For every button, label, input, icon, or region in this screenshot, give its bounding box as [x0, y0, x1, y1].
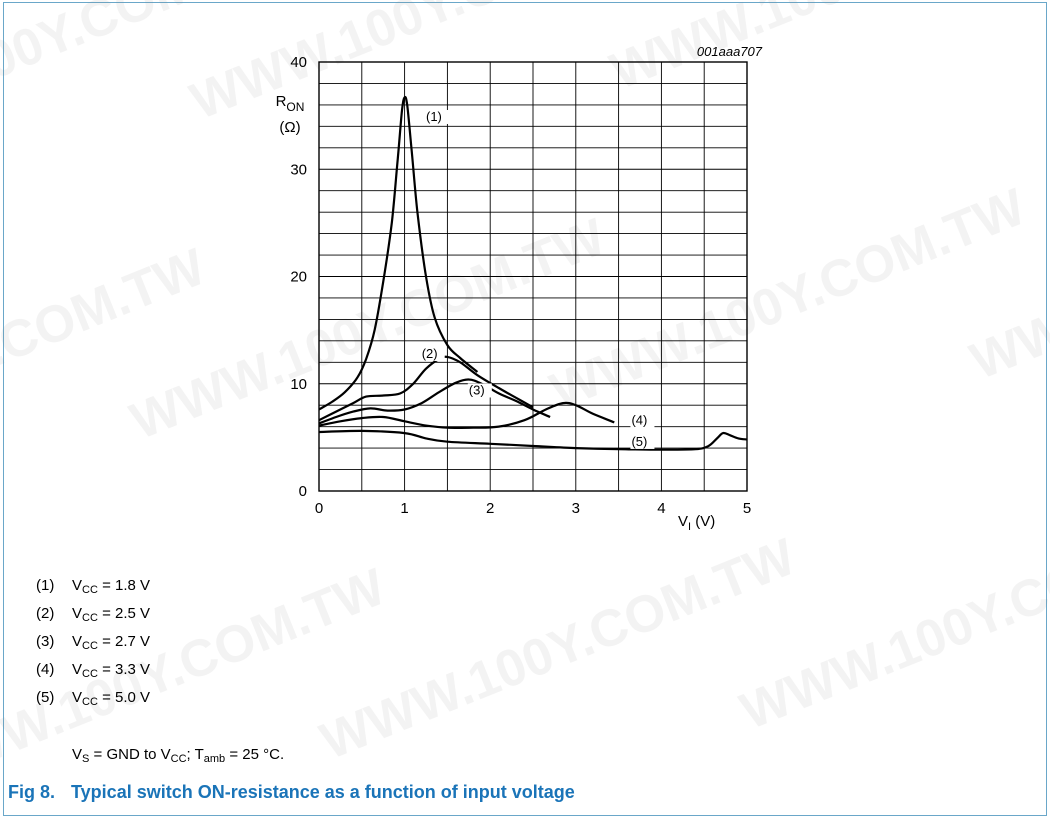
series-line: [318, 378, 551, 425]
y-tick-label: 40: [290, 54, 307, 71]
series-lines: [318, 95, 748, 451]
series-label: (1): [426, 109, 442, 124]
y-tick-label: 0: [299, 483, 307, 500]
watermark-text: WWW.100Y.COM.TW: [603, 0, 1050, 101]
series-label-bg: [425, 109, 449, 124]
series-labels: (1) (2) (3) (4) (5): [420, 109, 655, 449]
x-tick-label: 0: [315, 500, 323, 517]
series-label-bg: [630, 434, 655, 449]
watermark-text: WWW.100Y.COM.TW: [0, 238, 214, 482]
figure-caption: Fig 8. Typical switch ON-resistance as a …: [8, 782, 575, 803]
y-axis-label: RON: [276, 93, 305, 114]
legend: (1) VCC = 1.8 V (2) VCC = 2.5 V (3) VCC = 2…: [36, 572, 150, 712]
x-tick-label: 4: [657, 500, 665, 517]
legend-item: (1) VCC = 1.8 V: [36, 577, 151, 596]
legend-item: (3) VCC = 2.7 V: [36, 633, 151, 652]
series-line: [318, 95, 479, 411]
plot-border: [318, 61, 748, 492]
tick-labels: 0 1 2 3 4 5 0 10 20 30 40: [290, 54, 751, 517]
series-label-bg: [467, 383, 492, 398]
figure-number: Fig 8.: [8, 782, 56, 802]
y-tick-label: 30: [290, 161, 307, 178]
x-tick-label: 3: [572, 500, 580, 517]
watermark-text: WWW.100Y.COM.TW: [313, 528, 804, 772]
series-line: [318, 401, 615, 430]
series-label: (5): [631, 434, 647, 449]
figure-frame: [3, 2, 1047, 816]
x-tick-label: 5: [743, 500, 751, 517]
legend-item: (4) VCC = 3.3 V: [36, 661, 151, 680]
legend-item: (2) VCC = 2.5 V: [36, 605, 151, 624]
series-line: [318, 429, 748, 451]
watermark-layer: WWW.100Y.COM.TWWWW.100Y.COM.TWWWW.100Y.C…: [0, 0, 1050, 801]
y-tick-label: 20: [290, 269, 307, 286]
chart-grid: [318, 61, 748, 492]
figure-id: 001aaa707: [697, 44, 763, 59]
watermark-text: WWW.100Y.COM.TW: [123, 208, 614, 452]
test-conditions: VS = GND to VCC; Tamb = 25 °C.: [72, 746, 285, 765]
x-tick-label: 2: [486, 500, 494, 517]
legend-item: (5) VCC = 5.0 V: [36, 689, 151, 708]
series-line: [318, 355, 534, 422]
x-axis-label: VI (V): [678, 513, 715, 533]
series-label: (3): [469, 382, 485, 397]
series-label: (2): [422, 346, 438, 361]
figure-title: Typical switch ON-resistance as a functi…: [71, 782, 575, 802]
series-label: (4): [631, 413, 647, 428]
series-label-bg: [420, 347, 445, 362]
series-label-bg: [630, 413, 655, 428]
y-axis-unit: (Ω): [279, 119, 300, 136]
x-tick-label: 1: [400, 500, 408, 517]
watermark-text: WWW.100Y.COM.TW: [543, 178, 1034, 422]
y-tick-label: 10: [290, 376, 307, 393]
